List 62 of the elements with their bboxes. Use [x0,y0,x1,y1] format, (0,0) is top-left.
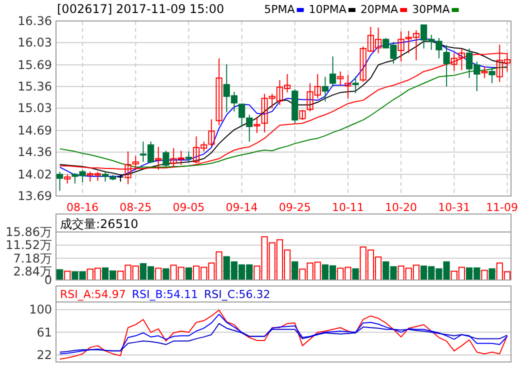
y-tick-label: 100 [29,302,52,317]
chart-title: 成交量:26510 [60,217,138,231]
bar [292,261,298,280]
bar [162,268,170,280]
candlestick [352,76,359,94]
bar [155,268,162,280]
candlestick [185,150,192,162]
candlestick [443,44,450,88]
line-series [59,314,508,354]
candlestick [208,118,215,147]
candlestick [337,70,344,86]
line-series [59,310,508,360]
x-tick-label: 08-25 [120,201,152,214]
legend-label: 10PMA [308,3,347,16]
y-tick-label: 15.86万 [6,225,52,239]
x-tick-label: 10-31 [438,201,470,214]
bar [56,269,64,280]
y-tick-label: 16.36 [18,14,52,28]
legend-label: 20PMA [360,3,399,16]
bar [64,270,71,280]
candlestick [398,30,404,62]
y-tick-label: 14.69 [18,123,52,138]
y-tick-label: 61 [36,325,52,340]
bar [352,268,359,280]
candlestick [64,174,71,184]
y-tick-label: 14.02 [18,167,52,182]
bar [488,268,496,280]
candlestick [299,110,306,120]
candlestick [56,171,64,192]
line-series [59,323,508,353]
y-tick-label: 11.52万 [6,238,52,252]
x-tick-label: 09-25 [278,201,311,214]
y-tick-label: 13.69 [18,189,52,203]
x-tick-label: 09-14 [226,201,258,214]
candlestick [329,56,336,88]
text: RSI_C:56.32 [204,288,270,301]
x-tick-label: 10-20 [385,201,418,214]
y-tick-label: 15.03 [18,101,52,116]
candlestick [344,74,352,99]
chart-title: [002617] 2017-11-09 15:00 [57,2,224,16]
x-tick-label: 11-09 [486,201,518,214]
y-tick-label: 15.69 [18,58,52,72]
candlestick [481,66,488,79]
candlestick [254,116,260,134]
x-tick-label: 09-05 [172,201,205,214]
candlestick [216,58,222,126]
text: RSI_B:54.11 [132,288,198,301]
y-tick-label: 16.03 [18,36,52,50]
text: RSI_A:54.97 [60,288,126,301]
candlestick [162,150,170,168]
y-tick-label: 7.18万 [13,251,52,266]
y-tick-label: 14.36 [18,145,52,160]
y-tick-label: 22 [36,348,52,362]
candlestick [488,66,496,84]
legend-label: 30PMA [412,3,450,16]
bar [185,267,192,280]
candlestick [322,76,329,102]
legend-label: 5PMA [264,3,296,16]
bar [481,270,488,280]
x-tick-label: 10-11 [332,201,364,214]
y-tick-label: 15.36 [18,80,52,94]
x-tick-label: 08-16 [66,201,99,214]
